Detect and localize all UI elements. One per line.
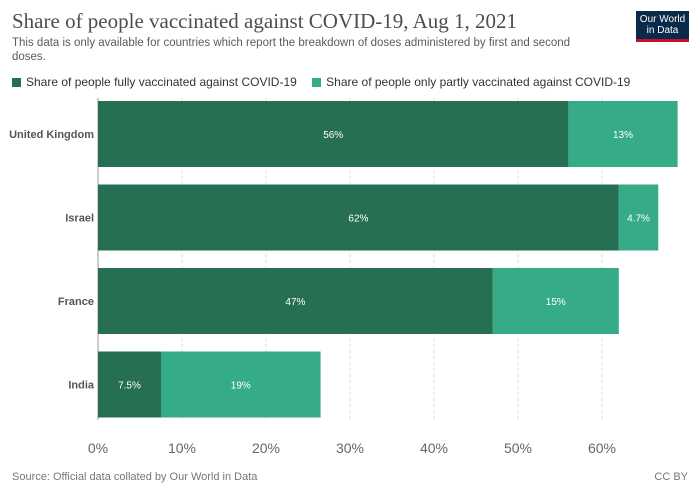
legend-label-partly: Share of people only partly vaccinated a… (326, 75, 631, 89)
legend-item-partly[interactable]: Share of people only partly vaccinated a… (312, 75, 630, 89)
category-label: Israel (65, 213, 94, 225)
chart-legend: Share of people fully vaccinated against… (12, 75, 642, 89)
x-tick-label: 50% (504, 440, 532, 456)
logo-line-2: in Data (646, 25, 679, 36)
x-tick-label: 30% (336, 440, 364, 456)
chart-title: Share of people vaccinated against COVID… (12, 9, 518, 33)
legend-label-fully: Share of people fully vaccinated against… (26, 75, 297, 89)
category-label: United Kingdom (9, 129, 94, 141)
data-label: 15% (546, 297, 566, 308)
bar-segment (618, 184, 659, 251)
bar-segment (492, 268, 619, 334)
x-tick-label: 40% (420, 440, 448, 456)
bar-segment (98, 268, 493, 334)
data-label: 4.7% (627, 214, 650, 225)
owid-logo[interactable]: Our World in Data (636, 11, 689, 42)
x-tick-label: 10% (168, 440, 196, 456)
legend-swatch-fully (12, 78, 21, 87)
data-label: 7.5% (118, 381, 141, 392)
bar-segment (98, 184, 619, 251)
x-axis-ticks: 0% 10% 20% 30% 40% 50% 60% (88, 440, 616, 456)
legend-swatch-partly (312, 78, 322, 87)
category-label: India (68, 380, 95, 392)
x-tick-label: 20% (252, 440, 280, 456)
category-label: France (58, 296, 94, 308)
data-label: 62% (348, 214, 368, 225)
x-tick-label: 0% (88, 440, 108, 456)
bars: 56% 13% 62% 4.7% 47% 15% 7.5% 19% (98, 101, 678, 418)
data-label: 47% (285, 297, 305, 308)
data-label: 19% (231, 381, 251, 392)
logo-line-1: Our World (639, 14, 686, 25)
bar-segment (98, 101, 569, 167)
data-label: 13% (613, 130, 633, 141)
license-label[interactable]: CC BY (654, 471, 688, 483)
bar-segment (98, 351, 161, 418)
legend-item-fully[interactable]: Share of people fully vaccinated against… (12, 75, 297, 89)
data-label: 56% (323, 130, 343, 141)
source-note: Source: Official data collated by Our Wo… (12, 471, 258, 483)
category-labels: United Kingdom Israel France India (9, 129, 95, 392)
x-tick-label: 60% (588, 440, 616, 456)
bar-segment (161, 351, 321, 418)
bar-segment (568, 101, 678, 167)
chart-subtitle: This data is only available for countrie… (12, 37, 571, 63)
